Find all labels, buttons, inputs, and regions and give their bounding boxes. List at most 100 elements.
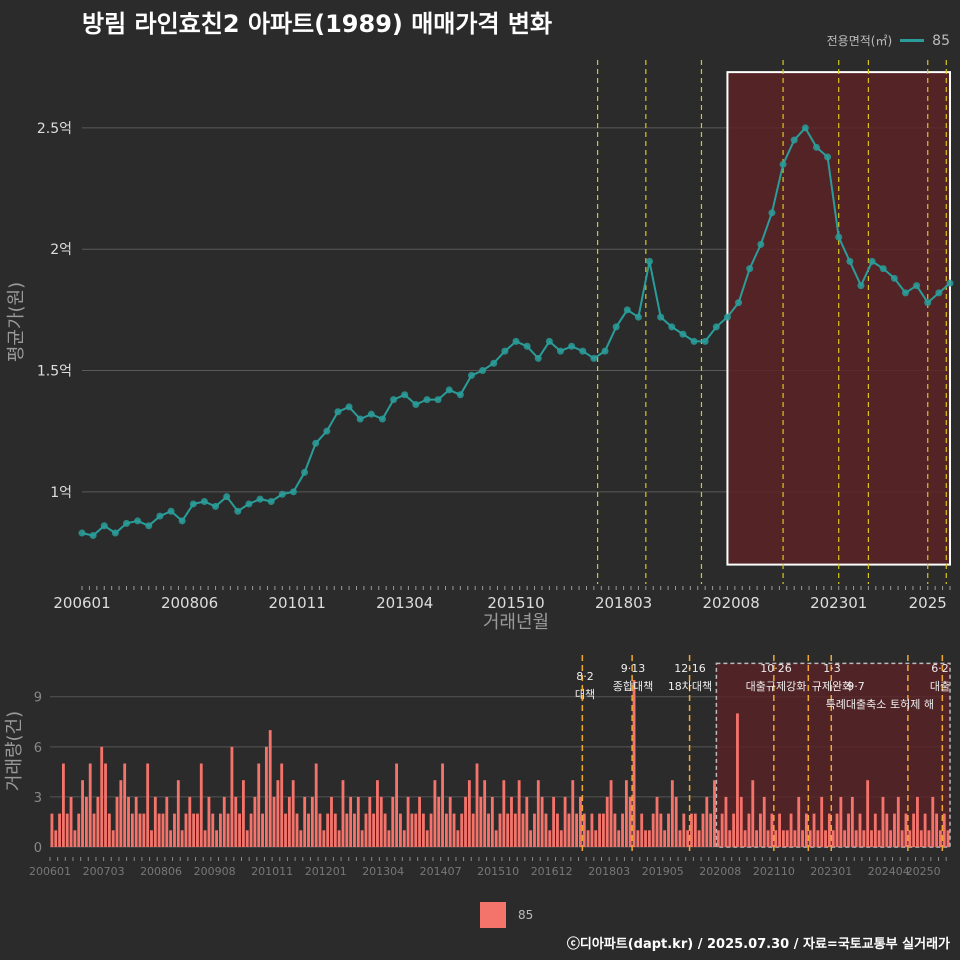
volume-bar	[912, 813, 916, 847]
volume-bar	[475, 763, 479, 847]
volume-bar-chart: 0 3 6 9 8·2 대책 9·13 종합대책 12·16 18차대책 10·26 대출규제강화 1·…	[4, 655, 951, 878]
price-point	[434, 396, 442, 404]
annotation-date: 8·2	[576, 670, 594, 683]
volume-bar	[785, 830, 789, 847]
annotation-date: 1·3	[823, 662, 841, 675]
volume-bar	[789, 813, 793, 847]
volume-bar	[261, 813, 264, 847]
price-point	[100, 522, 108, 530]
volume-bar	[594, 830, 598, 847]
volume-bar	[655, 796, 659, 847]
price-point	[367, 410, 375, 418]
price-point	[323, 427, 331, 435]
x-tick-label: 200601	[29, 865, 71, 878]
volume-bar	[563, 796, 567, 847]
volume-bar	[111, 830, 115, 847]
volume-bar	[843, 830, 847, 847]
volume-bar	[452, 813, 456, 847]
price-point	[735, 299, 743, 307]
volume-bar	[379, 796, 383, 847]
volume-bar	[900, 830, 904, 847]
volume-bar	[471, 813, 475, 847]
y-tick-label: 3	[34, 791, 42, 806]
volume-bar	[709, 813, 713, 847]
price-point	[111, 529, 119, 537]
volume-bar	[429, 813, 433, 847]
volume-bar	[579, 796, 582, 847]
volume-bar	[234, 796, 238, 847]
volume-bar	[533, 813, 536, 847]
x-tick-label: 202301	[810, 594, 867, 612]
volume-bar	[81, 780, 84, 847]
price-point	[913, 282, 921, 290]
volume-bar	[54, 830, 58, 847]
volume-bar	[287, 796, 291, 847]
price-point	[278, 490, 286, 498]
volume-bar	[893, 813, 896, 847]
volume-bar	[931, 796, 935, 847]
volume-bar	[881, 796, 885, 847]
volume-bar	[88, 763, 92, 847]
volume-bar	[659, 813, 663, 847]
price-point	[412, 400, 420, 408]
volume-bar	[571, 780, 575, 847]
annotation-text: 종합대책	[613, 680, 653, 693]
volume-bar	[621, 813, 624, 847]
y-tick-label: 1억	[50, 485, 72, 501]
y-axis-title: 거래량(건)	[4, 711, 25, 791]
volume-bar	[682, 813, 686, 847]
chart-title: 방림 라인효친2 아파트(1989) 매매가격 변화	[82, 10, 553, 38]
price-point	[490, 359, 498, 367]
volume-bar	[601, 813, 605, 847]
price-point	[445, 386, 453, 394]
volume-bar	[693, 813, 697, 847]
legend-bar-swatch	[480, 902, 506, 928]
price-point	[879, 265, 887, 273]
volume-bar	[307, 813, 310, 847]
price-point	[668, 323, 676, 331]
volume-bar	[705, 796, 709, 847]
price-point	[334, 408, 342, 416]
volume-bar	[107, 813, 111, 847]
volume-bar	[759, 813, 762, 847]
x-tick-label: 200601	[53, 594, 110, 612]
price-point	[234, 507, 242, 515]
volume-bar	[923, 813, 927, 847]
volume-bar	[130, 813, 134, 847]
legend-line-swatch	[900, 39, 925, 42]
volume-bar	[812, 813, 816, 847]
price-point	[801, 124, 809, 132]
annotation-text: 대출	[930, 680, 950, 693]
volume-bar	[801, 830, 804, 847]
volume-bar	[781, 830, 785, 847]
annotation-date: 10·26	[760, 662, 792, 675]
volume-bar	[674, 796, 678, 847]
volume-bar	[437, 796, 441, 847]
volume-bar	[421, 813, 425, 847]
volume-bar	[716, 830, 720, 847]
volume-bar	[605, 796, 609, 847]
volume-bar	[804, 813, 808, 847]
volume-bar	[410, 813, 414, 847]
x-tick-label: 200806	[140, 865, 182, 878]
price-point	[557, 347, 565, 355]
legend-bar-series: 85	[518, 908, 534, 922]
volume-bar	[808, 830, 812, 847]
price-point	[223, 493, 231, 501]
volume-bar	[184, 813, 188, 847]
y-tick-label: 9	[34, 691, 42, 706]
volume-bar	[448, 796, 452, 847]
annotation-text: 규제완화	[812, 680, 852, 693]
x-tick-label: 201201	[305, 865, 347, 878]
x-tick-label: 201510	[477, 865, 519, 878]
volume-bar	[506, 813, 510, 847]
price-point	[623, 306, 631, 314]
volume-bar	[713, 780, 716, 847]
volume-bar	[919, 830, 923, 847]
volume-bar	[490, 796, 494, 847]
volume-bar	[529, 830, 533, 847]
price-point	[846, 257, 854, 265]
volume-bar	[356, 796, 360, 847]
price-point	[534, 354, 542, 362]
price-point	[568, 342, 576, 350]
